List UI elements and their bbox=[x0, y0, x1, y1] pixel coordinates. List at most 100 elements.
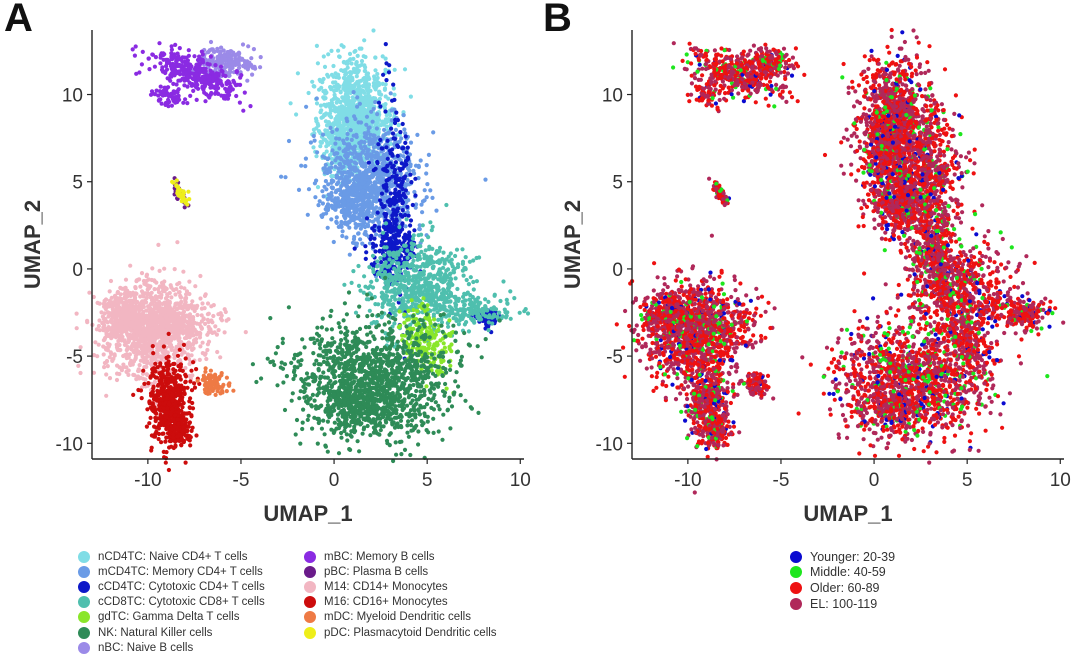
scatter-point bbox=[350, 213, 355, 219]
scatter-point bbox=[312, 84, 317, 89]
scatter-point bbox=[386, 313, 391, 318]
scatter-point bbox=[345, 82, 350, 87]
scatter-point bbox=[353, 139, 358, 144]
scatter-point bbox=[456, 384, 461, 389]
scatter-point bbox=[453, 253, 458, 259]
scatter-point bbox=[321, 194, 326, 199]
scatter-point bbox=[363, 244, 368, 249]
scatter-point bbox=[339, 68, 344, 73]
scatter-point bbox=[318, 144, 323, 149]
scatter-point bbox=[412, 228, 417, 233]
scatter-point bbox=[376, 270, 382, 275]
scatter-point bbox=[254, 379, 259, 385]
scatter-point bbox=[297, 396, 302, 401]
scatter-point bbox=[396, 370, 402, 375]
scatter-point bbox=[387, 320, 392, 325]
scatter-point bbox=[325, 225, 330, 230]
scatter-point bbox=[371, 198, 377, 203]
scatter-point bbox=[449, 293, 454, 298]
scatter-point bbox=[388, 91, 393, 96]
scatter-point bbox=[432, 307, 437, 312]
scatter-point bbox=[449, 342, 454, 347]
scatter-point bbox=[396, 414, 401, 420]
scatter-point bbox=[440, 257, 445, 262]
scatter-point bbox=[355, 168, 360, 173]
scatter-point bbox=[415, 328, 420, 333]
scatter-point bbox=[497, 310, 502, 315]
scatter-point bbox=[396, 397, 401, 402]
scatter-point bbox=[406, 434, 411, 439]
scatter-point bbox=[369, 262, 374, 267]
scatter-point bbox=[339, 338, 344, 343]
scatter-point bbox=[396, 344, 401, 349]
scatter-point bbox=[387, 351, 392, 356]
scatter-point bbox=[314, 101, 320, 106]
scatter-point bbox=[422, 304, 427, 309]
scatter-point bbox=[392, 201, 397, 206]
scatter-point bbox=[341, 60, 346, 65]
scatter-point bbox=[334, 188, 339, 193]
scatter-point bbox=[390, 336, 395, 341]
scatter-point bbox=[373, 243, 378, 248]
scatter-point bbox=[410, 202, 415, 208]
scatter-point bbox=[346, 202, 352, 207]
scatter-point bbox=[431, 293, 436, 298]
scatter-point bbox=[333, 141, 338, 146]
scatter-point bbox=[413, 205, 418, 210]
scatter-point bbox=[306, 375, 311, 380]
scatter-point bbox=[355, 64, 360, 69]
scatter-point bbox=[483, 297, 488, 302]
scatter-point bbox=[398, 212, 403, 217]
scatter-point bbox=[344, 333, 349, 338]
scatter-point bbox=[334, 215, 339, 220]
scatter-point bbox=[315, 150, 320, 155]
scatter-point bbox=[346, 290, 352, 295]
scatter-point bbox=[348, 88, 353, 93]
scatter-point bbox=[345, 95, 350, 101]
scatter-point bbox=[395, 421, 400, 426]
scatter-point bbox=[411, 274, 416, 279]
scatter-point bbox=[376, 302, 381, 307]
scatter-point bbox=[326, 120, 331, 125]
scatter-point bbox=[503, 310, 508, 315]
scatter-point bbox=[431, 130, 436, 135]
scatter-point bbox=[448, 426, 453, 431]
scatter-point bbox=[384, 438, 390, 443]
scatter-point bbox=[356, 222, 361, 227]
scatter-point bbox=[324, 167, 329, 172]
scatter-point bbox=[415, 309, 420, 314]
scatter-point bbox=[364, 122, 369, 127]
scatter-point bbox=[337, 133, 342, 138]
scatter-point bbox=[424, 312, 429, 317]
scatter-point bbox=[294, 112, 299, 117]
scatter-point bbox=[331, 96, 336, 101]
scatter-point bbox=[349, 353, 354, 358]
scatter-point bbox=[338, 330, 344, 335]
scatter-point bbox=[361, 112, 366, 117]
scatter-point bbox=[352, 148, 357, 153]
scatter-point bbox=[448, 363, 453, 368]
scatter-point bbox=[425, 316, 430, 321]
scatter-point bbox=[447, 395, 452, 400]
scatter-point bbox=[374, 278, 379, 283]
scatter-point bbox=[342, 112, 347, 117]
scatter-point bbox=[396, 233, 402, 238]
scatter-point bbox=[362, 108, 367, 113]
scatter-point bbox=[344, 312, 349, 317]
scatter-point bbox=[352, 155, 357, 160]
scatter-point bbox=[466, 329, 471, 334]
scatter-point bbox=[306, 187, 312, 192]
scatter-point bbox=[441, 365, 446, 370]
scatter-point bbox=[355, 53, 360, 59]
scatter-point bbox=[319, 339, 324, 344]
scatter-point bbox=[452, 390, 457, 395]
scatter-point bbox=[449, 261, 454, 266]
scatter-point bbox=[320, 132, 326, 137]
scatter-point bbox=[383, 109, 388, 114]
scatter-point bbox=[265, 356, 270, 361]
scatter-point bbox=[380, 264, 385, 269]
scatter-point bbox=[410, 418, 415, 423]
scatter-point bbox=[273, 351, 278, 356]
scatter-point bbox=[388, 183, 393, 188]
scatter-point bbox=[466, 282, 471, 287]
